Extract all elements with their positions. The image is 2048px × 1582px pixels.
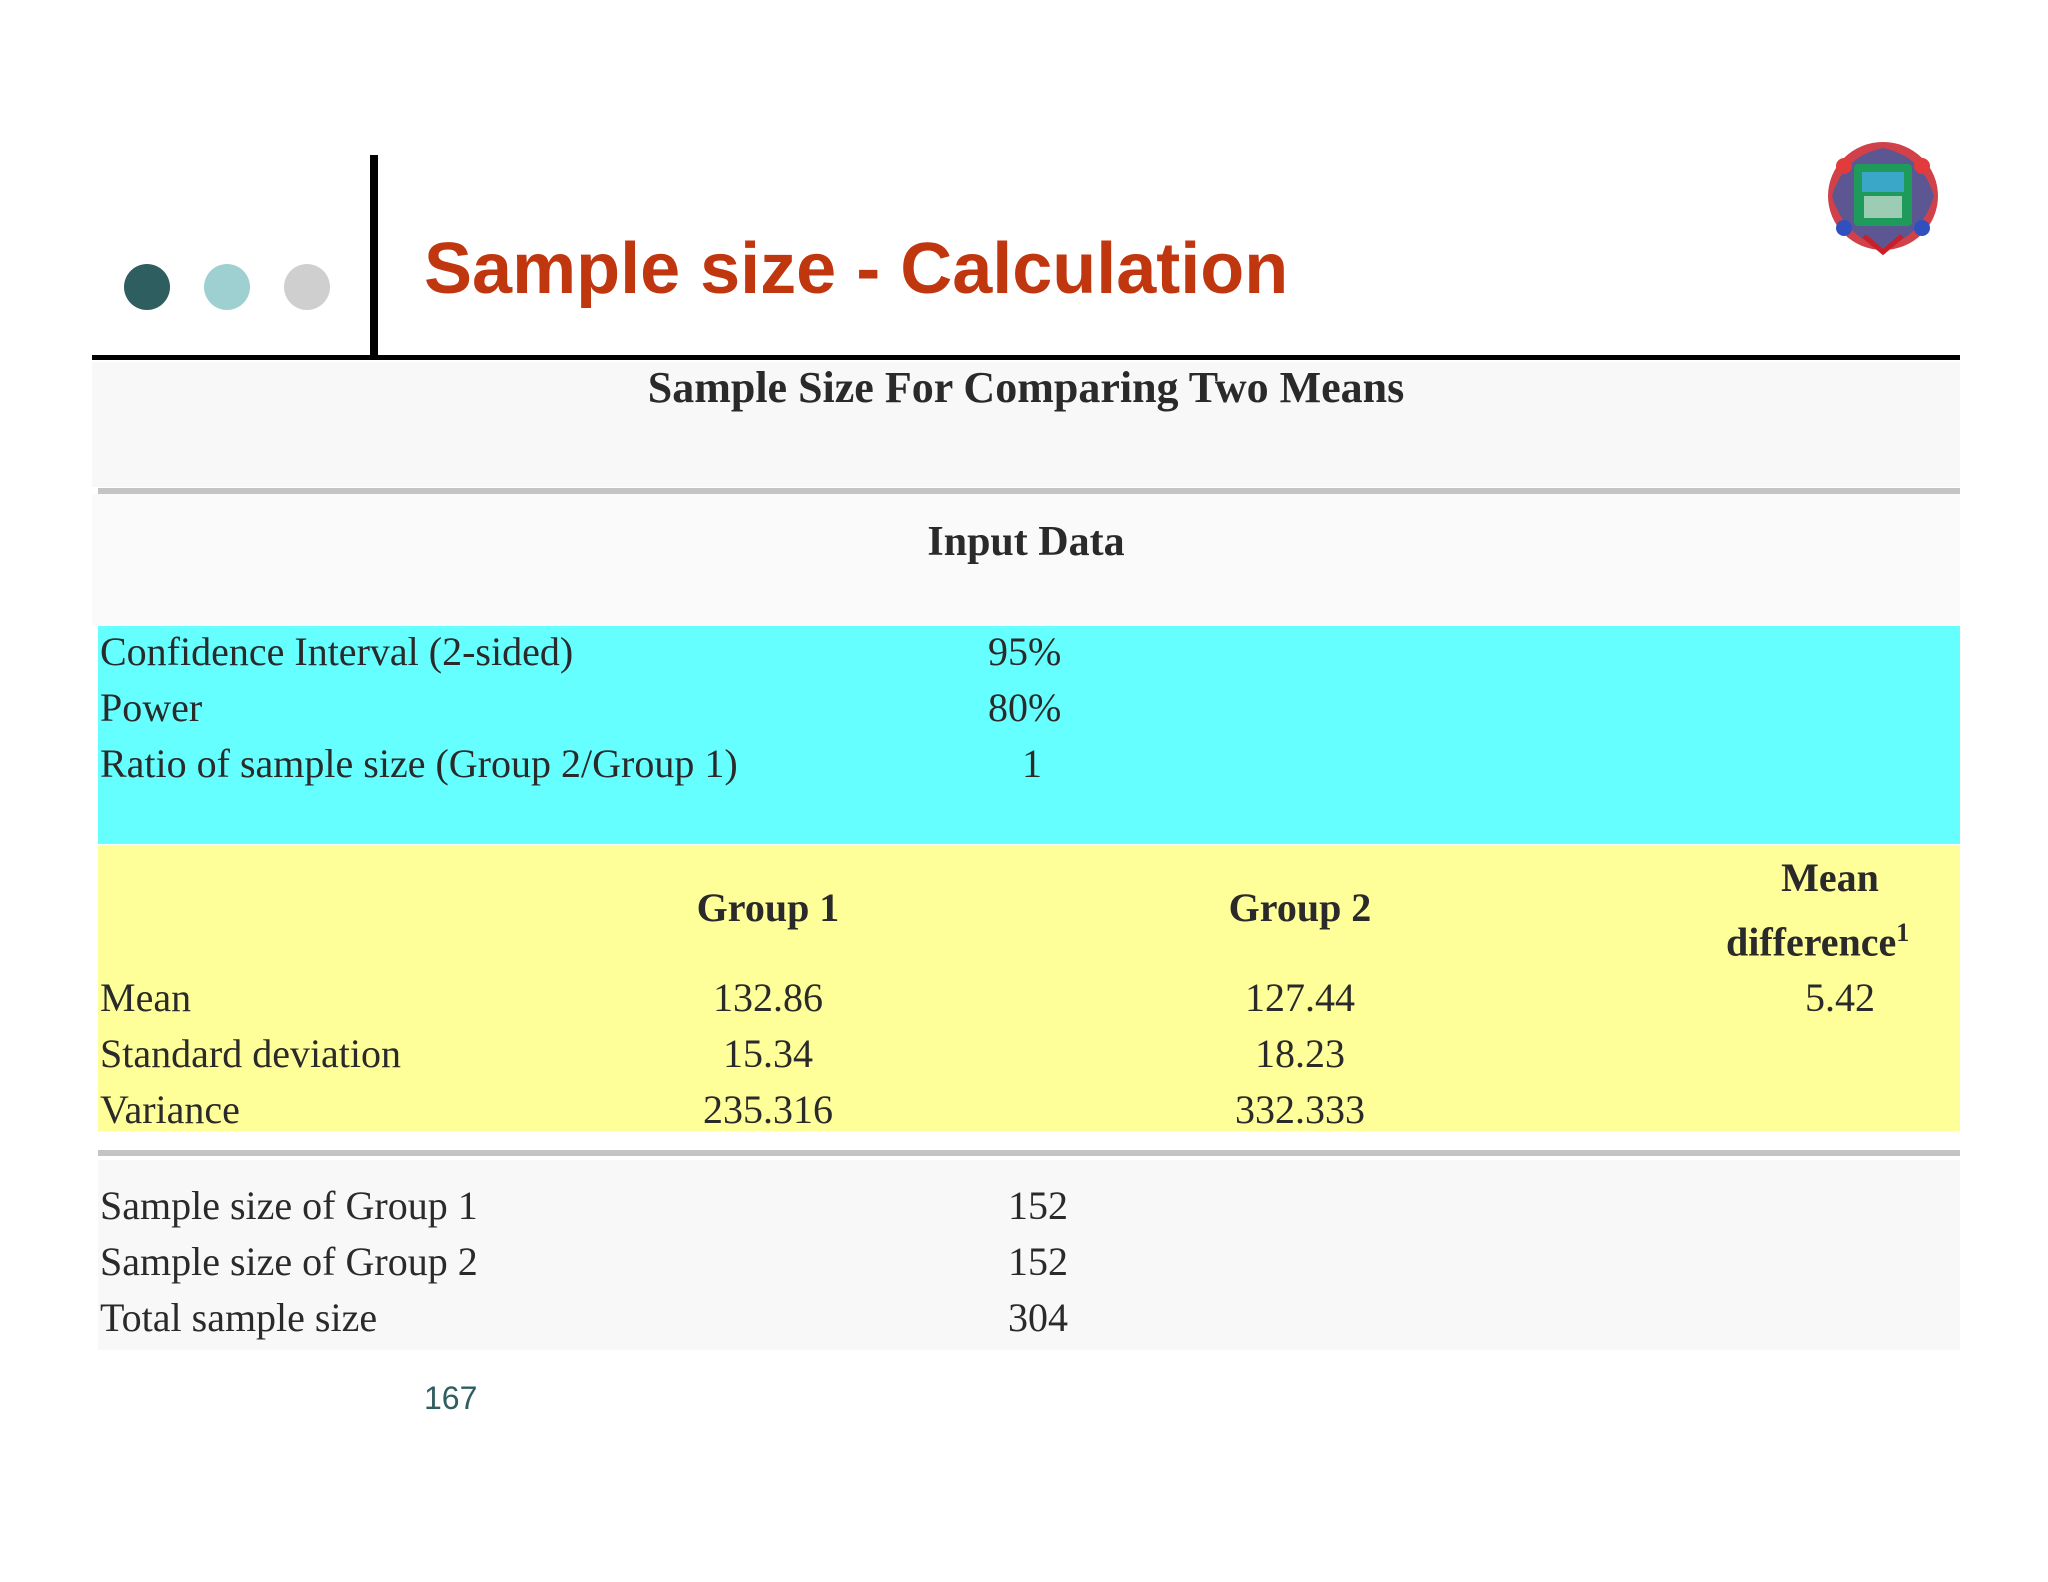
separator-rule bbox=[98, 488, 1960, 494]
stat-label-sd: Standard deviation bbox=[100, 1031, 402, 1076]
input-label-confidence: Confidence Interval (2-sided) bbox=[100, 629, 574, 674]
input-label-power: Power bbox=[100, 685, 203, 730]
decor-dot-dark bbox=[124, 264, 170, 310]
header-group-2: Group 2 bbox=[1228, 885, 1372, 930]
title-divider-vertical bbox=[370, 155, 378, 358]
calculator-title: Sample Size For Comparing Two Means bbox=[647, 363, 1405, 412]
result-label-total: Total sample size bbox=[100, 1295, 378, 1340]
stat-variance-group-2: 332.333 bbox=[1235, 1087, 1365, 1132]
stat-variance-group-1: 235.316 bbox=[703, 1087, 833, 1132]
input-parameters-band bbox=[98, 626, 1960, 844]
calculator-header-band bbox=[92, 362, 1960, 487]
stat-mean-group-1: 132.86 bbox=[713, 975, 823, 1020]
decor-dot-light bbox=[204, 264, 250, 310]
stat-sd-group-1: 15.34 bbox=[723, 1031, 813, 1076]
input-value-confidence: 95% bbox=[988, 629, 1062, 674]
input-data-heading: Input Data bbox=[927, 519, 1125, 565]
stat-mean-group-2: 127.44 bbox=[1245, 975, 1355, 1020]
university-crest-icon bbox=[1828, 142, 1938, 256]
footnote-marker: 1 bbox=[1896, 918, 1910, 947]
header-mean-difference-line2: difference1 bbox=[1726, 918, 1910, 965]
input-value-ratio: 1 bbox=[1022, 741, 1042, 786]
input-label-ratio: Ratio of sample size (Group 2/Group 1) bbox=[100, 741, 738, 786]
result-value-total: 304 bbox=[1008, 1295, 1068, 1340]
page-number: 167 bbox=[424, 1380, 478, 1416]
header-group-1: Group 1 bbox=[696, 885, 840, 930]
stat-label-variance: Variance bbox=[100, 1087, 240, 1132]
stat-label-mean: Mean bbox=[100, 975, 192, 1020]
input-value-power: 80% bbox=[988, 685, 1062, 730]
result-value-group-1: 152 bbox=[1008, 1183, 1068, 1228]
stat-sd-group-2: 18.23 bbox=[1255, 1031, 1345, 1076]
result-label-group-2: Sample size of Group 2 bbox=[100, 1239, 478, 1284]
input-heading-band bbox=[92, 494, 1960, 626]
header-mean-difference: Mean bbox=[1781, 855, 1879, 900]
title-divider-horizontal bbox=[92, 355, 1960, 360]
stat-mean-difference: 5.42 bbox=[1805, 975, 1875, 1020]
result-label-group-1: Sample size of Group 1 bbox=[100, 1183, 478, 1228]
slide-title: Sample size - Calculation bbox=[424, 229, 1289, 309]
group-statistics-band bbox=[98, 845, 1960, 1131]
separator-rule bbox=[98, 1150, 1960, 1156]
results-band bbox=[98, 1160, 1960, 1350]
decor-dot-grey bbox=[284, 264, 330, 310]
result-value-group-2: 152 bbox=[1008, 1239, 1068, 1284]
